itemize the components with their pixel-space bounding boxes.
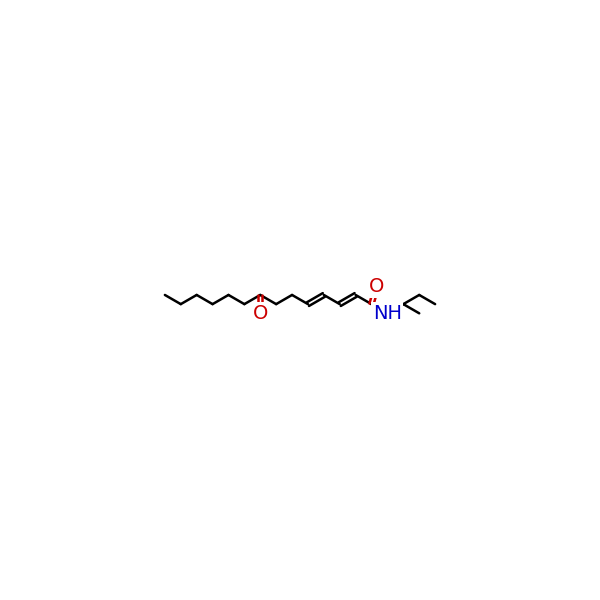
Text: O: O	[253, 304, 268, 323]
Text: O: O	[368, 277, 384, 296]
Text: NH: NH	[373, 304, 402, 323]
